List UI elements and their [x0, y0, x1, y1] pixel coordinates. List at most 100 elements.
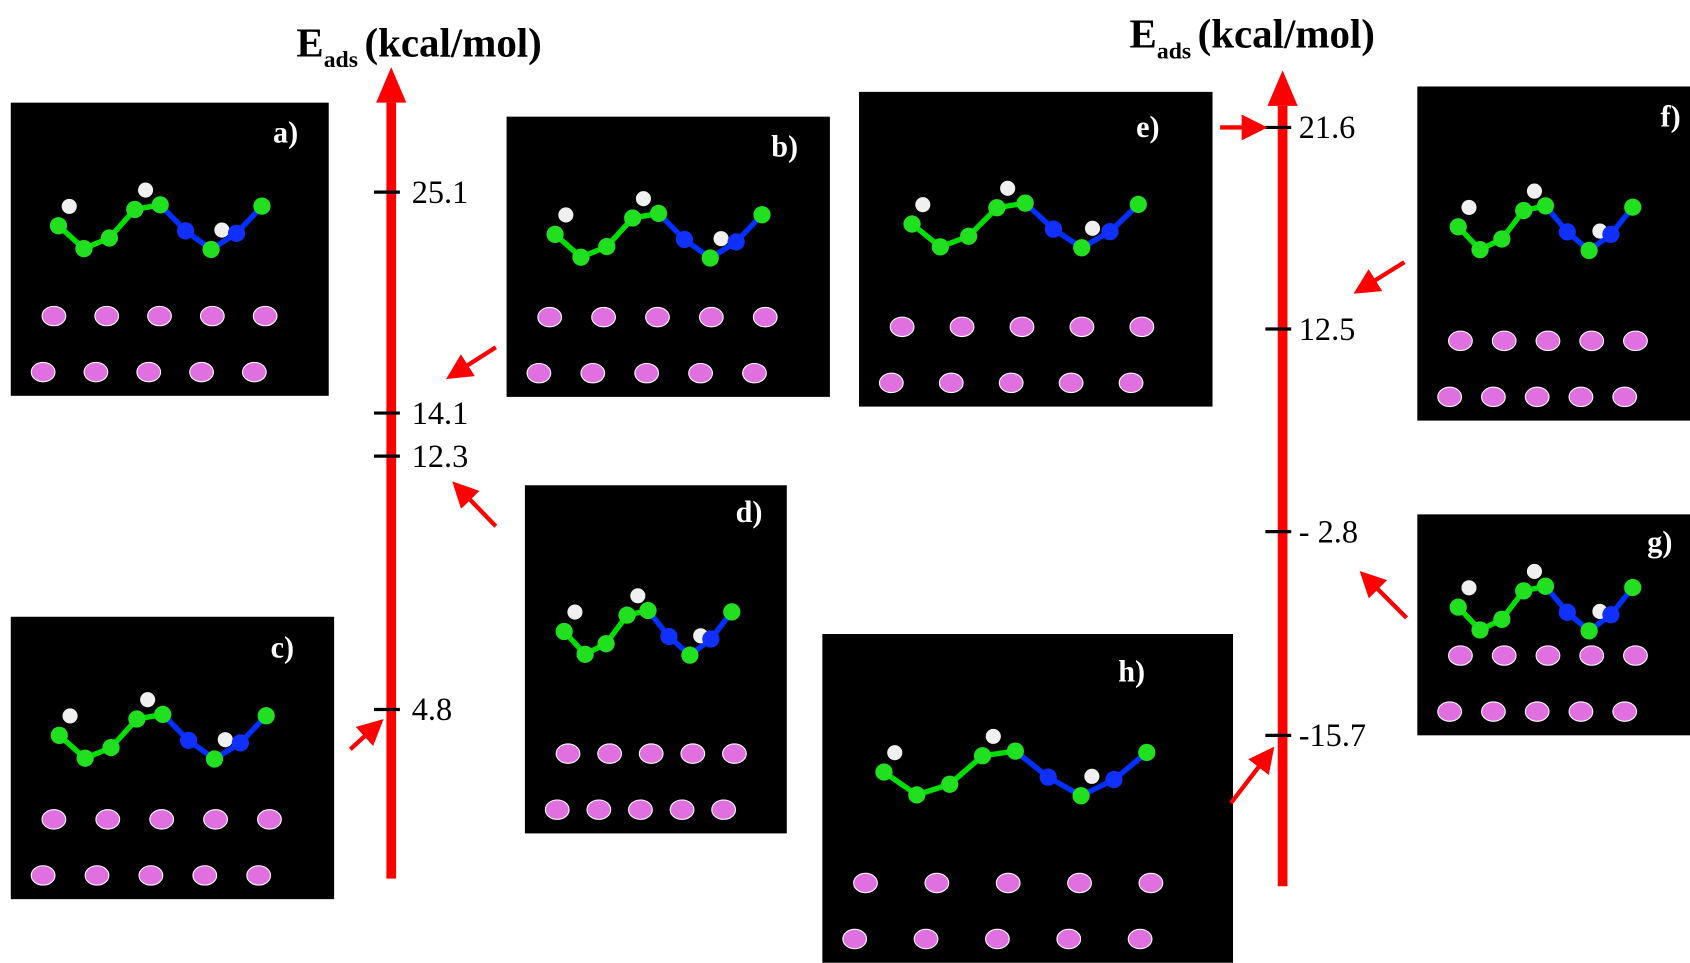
surface-atom	[1536, 331, 1560, 350]
surface-atom	[743, 363, 767, 382]
panel-label: a)	[273, 116, 298, 150]
atom	[650, 205, 667, 222]
atom	[624, 209, 641, 226]
pointer-arrow	[461, 491, 495, 527]
hydrogen-atom	[714, 231, 729, 246]
figure: a)b)c)d)e)f)g)h) Eads(kcal/mol) Eads(kca…	[0, 0, 1690, 963]
panel-background	[822, 634, 1233, 963]
surface-atom	[545, 800, 569, 819]
hydrogen-atom	[1000, 181, 1015, 196]
surface-atom	[1119, 373, 1143, 392]
surface-atom	[42, 810, 66, 829]
atom	[1072, 787, 1089, 804]
panels: a)b)c)d)e)f)g)h)	[11, 86, 1690, 962]
atom	[723, 603, 740, 620]
atom	[546, 226, 563, 243]
surface-atom	[1525, 702, 1549, 721]
atom	[1138, 744, 1155, 761]
axis-title: Eads(kcal/mol)	[1130, 12, 1375, 65]
atom	[875, 763, 892, 780]
surface-atom	[150, 810, 174, 829]
atom	[180, 732, 197, 749]
tick-label: - 2.8	[1299, 513, 1358, 549]
atom	[258, 707, 275, 724]
panel-label: b)	[771, 130, 798, 164]
surface-atom	[879, 373, 903, 392]
atom	[908, 786, 925, 803]
surface-atom	[253, 306, 277, 325]
surface-atom	[538, 307, 562, 326]
atom	[988, 199, 1005, 216]
surface-atom	[996, 873, 1020, 892]
atom	[152, 196, 169, 213]
hydrogen-atom	[1461, 580, 1476, 595]
atom	[77, 750, 94, 767]
tick-label: 14.1	[412, 395, 469, 431]
atom	[154, 706, 171, 723]
pointer-arrow	[1369, 580, 1407, 618]
atom	[1073, 239, 1090, 256]
surface-atom	[587, 800, 611, 819]
atom	[1007, 743, 1024, 760]
atom	[101, 229, 118, 246]
atom	[177, 222, 194, 239]
molecule-panel: f)	[1417, 86, 1690, 420]
atom	[660, 628, 677, 645]
page: {"left_axis": {"title": {"main": "E", "s…	[0, 0, 1690, 963]
atom	[702, 630, 719, 647]
surface-atom	[592, 307, 616, 326]
atom	[974, 747, 991, 764]
surface-atom	[95, 306, 119, 325]
atom	[577, 646, 594, 663]
axis-arrowhead	[376, 67, 406, 103]
atom	[702, 249, 719, 266]
surface-atom	[753, 307, 777, 326]
atom	[128, 710, 145, 727]
molecule-panel: b)	[507, 117, 830, 397]
surface-atom	[1438, 702, 1462, 721]
surface-atom	[200, 306, 224, 325]
surface-atom	[689, 363, 713, 382]
panel-label: e)	[1136, 110, 1159, 144]
surface-atom	[950, 317, 974, 336]
surface-atom	[581, 363, 605, 382]
molecule-panel: e)	[859, 92, 1213, 407]
surface-atom	[699, 307, 723, 326]
surface-atom	[1059, 373, 1083, 392]
atom	[1515, 582, 1532, 599]
hydrogen-atom	[218, 732, 233, 747]
surface-atom	[1624, 331, 1648, 350]
surface-atom	[1438, 387, 1462, 406]
surface-atom	[204, 810, 228, 829]
atom	[1101, 223, 1118, 240]
surface-atom	[914, 929, 938, 948]
surface-atom	[527, 363, 551, 382]
hydrogen-atom	[567, 605, 582, 620]
panel-label: d)	[736, 495, 763, 529]
hydrogen-atom	[558, 207, 573, 222]
panel-label: h)	[1118, 654, 1145, 688]
hydrogen-atom	[887, 745, 902, 760]
atom	[1450, 218, 1467, 235]
pointer-arrow	[457, 347, 496, 372]
surface-atom	[31, 866, 55, 885]
atom	[228, 225, 245, 242]
hydrogen-atom	[1527, 564, 1542, 579]
atom	[1045, 221, 1062, 238]
hydrogen-atom	[1085, 221, 1100, 236]
surface-atom	[1613, 387, 1637, 406]
surface-atom	[190, 362, 214, 381]
molecule-panel: d)	[525, 485, 787, 833]
atom	[1559, 604, 1576, 621]
axis-arrowhead	[1268, 70, 1298, 106]
surface-atom	[1536, 646, 1560, 665]
surface-atom	[646, 307, 670, 326]
hydrogen-atom	[62, 199, 77, 214]
atom	[932, 238, 949, 255]
surface-atom	[1569, 387, 1593, 406]
surface-atom	[193, 866, 217, 885]
atom	[639, 602, 656, 619]
tick-label: 12.3	[412, 438, 469, 474]
atom	[1602, 606, 1619, 623]
surface-atom	[670, 800, 694, 819]
